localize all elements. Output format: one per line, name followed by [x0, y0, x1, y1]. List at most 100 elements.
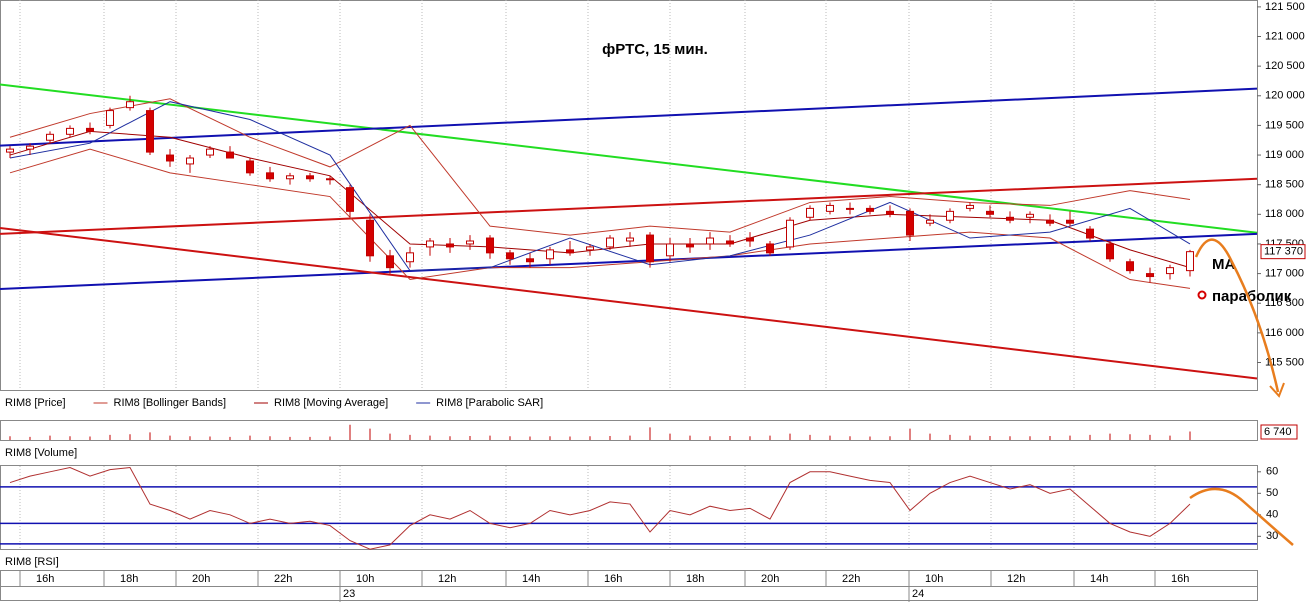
candle-body — [1086, 228, 1094, 239]
candle-body — [1006, 216, 1014, 221]
volume-marker-box — [1260, 424, 1298, 440]
candle-body — [546, 249, 554, 260]
candle-body — [506, 252, 514, 260]
x-tick-label: 20h — [761, 573, 779, 585]
candle-body — [106, 110, 114, 126]
candle-body — [706, 237, 714, 245]
x-tick-label: 20h — [192, 573, 210, 585]
candle-body — [366, 219, 374, 257]
candle-body — [1026, 213, 1034, 218]
candle-body — [666, 243, 674, 257]
legend-label: RIM8 [Moving Average] — [274, 397, 388, 409]
legend-label: RIM8 [Price] — [5, 397, 66, 409]
candle-body — [306, 175, 314, 180]
candle-body — [626, 237, 634, 242]
candle-body — [326, 178, 334, 181]
x-tick-label: 16h — [36, 573, 54, 585]
candle-body — [66, 127, 74, 135]
y-tick-label: 119 000 — [1265, 149, 1304, 161]
indicator-line — [9, 98, 1191, 236]
y-tick-label: 121 500 — [1265, 1, 1305, 13]
y-tick-label: 116 000 — [1265, 327, 1304, 339]
candle-body — [1106, 243, 1114, 260]
panel-label: RIM8 [Volume] — [5, 447, 77, 459]
candle-body — [846, 207, 854, 210]
candle-body — [266, 172, 274, 180]
candle-body — [46, 133, 54, 141]
volume-marker-label: 6 740 — [1264, 426, 1292, 438]
candle-body — [466, 240, 474, 245]
y-tick-label: 120 500 — [1265, 60, 1305, 72]
y-tick-label: 117 000 — [1265, 267, 1304, 279]
y-tick-label: 121 000 — [1265, 30, 1305, 42]
x-tick-label: 12h — [438, 573, 456, 585]
candle-body — [786, 219, 794, 248]
legend-label: RIM8 [Bollinger Bands] — [114, 397, 227, 409]
candle-body — [806, 207, 814, 218]
candle-body — [866, 207, 874, 212]
y-tick-label: 119 500 — [1265, 119, 1304, 131]
y-tick-label: 118 000 — [1265, 208, 1304, 220]
candle-body — [926, 219, 934, 224]
candle-body — [746, 237, 754, 242]
panel-label: RIM8 [RSI] — [5, 556, 59, 568]
candle-body — [426, 240, 434, 248]
y-tick-label: 115 500 — [1265, 356, 1304, 368]
candle-body — [886, 210, 894, 215]
time-axis-frame — [0, 570, 1258, 601]
y-tick-label: 120 000 — [1265, 90, 1305, 102]
candle-body — [346, 187, 354, 212]
x-tick-label: 10h — [356, 573, 374, 585]
y-tick-label: 40 — [1266, 509, 1278, 521]
annotation-marker — [1197, 290, 1207, 300]
annotation: параболик — [1212, 288, 1292, 305]
candle-body — [26, 145, 34, 150]
candle-body — [1166, 267, 1174, 275]
candle-body — [166, 154, 174, 162]
x-tick-label: 10h — [925, 573, 943, 585]
x-tick-label: 16h — [604, 573, 622, 585]
candle-body — [446, 243, 454, 248]
date-label: 24 — [912, 588, 924, 600]
candle-body — [6, 148, 14, 153]
candle-body — [146, 110, 154, 153]
y-tick-label: 116 500 — [1265, 297, 1304, 309]
candle-body — [1186, 251, 1194, 272]
candle-body — [726, 240, 734, 245]
y-tick-label: 118 500 — [1265, 179, 1304, 191]
trendline — [0, 177, 1258, 235]
candle-body — [606, 237, 614, 248]
candle-body — [486, 237, 494, 254]
candle-body — [286, 175, 294, 180]
x-tick-label: 22h — [842, 573, 860, 585]
y-tick-label: 30 — [1266, 530, 1278, 542]
date-label: 23 — [343, 588, 355, 600]
candle-body — [586, 246, 594, 251]
candle-body — [1146, 273, 1154, 278]
price-marker-label: 117 370 — [1264, 246, 1303, 258]
price-frame — [0, 0, 1258, 391]
x-tick-label: 18h — [120, 573, 138, 585]
candle-body — [766, 243, 774, 254]
x-tick-label: 12h — [1007, 573, 1025, 585]
candle-body — [906, 210, 914, 236]
x-tick-label: 18h — [686, 573, 704, 585]
arrow-head — [1269, 382, 1285, 398]
x-tick-label: 14h — [1090, 573, 1108, 585]
x-tick-label: 16h — [1171, 573, 1189, 585]
candle-body — [386, 255, 394, 269]
candle-body — [826, 204, 834, 212]
trendline — [0, 87, 1258, 147]
rsi-frame — [0, 465, 1258, 550]
indicator-line — [9, 101, 1191, 272]
candle-body — [946, 210, 954, 221]
x-tick-label: 22h — [274, 573, 292, 585]
forecast-arrow — [1194, 238, 1280, 393]
candle-body — [226, 151, 234, 159]
volume-frame — [0, 420, 1258, 441]
candle-body — [126, 101, 134, 109]
chart-title: фРТС, 15 мин. — [602, 41, 708, 58]
